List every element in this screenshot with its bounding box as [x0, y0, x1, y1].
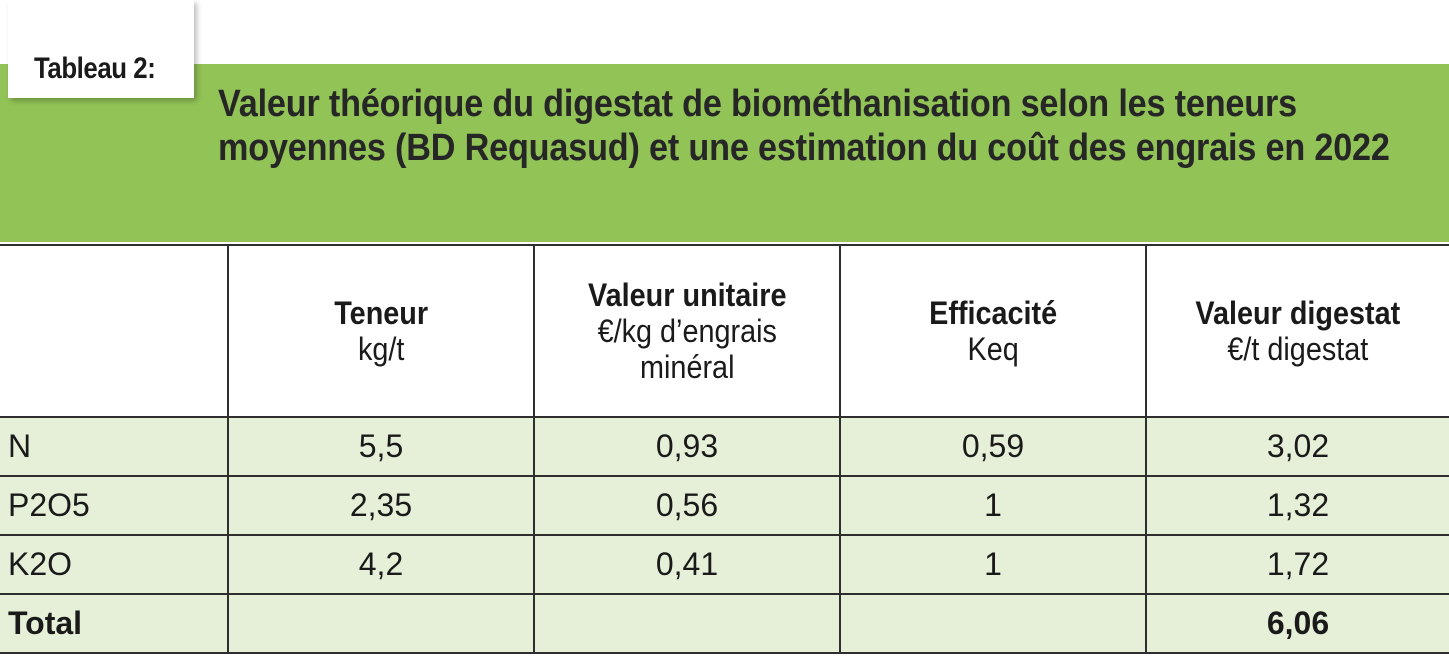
cell-efficacite: 0,59 [839, 416, 1147, 477]
data-table: Teneur kg/t Valeur unitaire €/kg d’engra… [0, 244, 1449, 654]
row-label: K2O [0, 534, 229, 595]
table-row: K2O 4,2 0,41 1 1,72 [0, 534, 1449, 595]
header-cell-teneur: Teneur kg/t [227, 244, 535, 418]
cell-valeur-digestat: 1,72 [1145, 534, 1449, 595]
total-cell-teneur [227, 593, 535, 654]
table-row: N 5,5 0,93 0,59 3,02 [0, 416, 1449, 477]
table-title: Valeur théorique du digestat de biométha… [218, 83, 1390, 169]
header-row: Teneur kg/t Valeur unitaire €/kg d’engra… [0, 244, 1449, 418]
table-row: P2O5 2,35 0,56 1 1,32 [0, 475, 1449, 536]
title-band [0, 64, 1449, 242]
header-cell-0 [0, 244, 229, 418]
table-label: Tableau 2: [34, 52, 156, 85]
total-row: Total 6,06 [0, 593, 1449, 654]
header-cell-valeur-digestat: Valeur digestat €/t digestat [1145, 244, 1449, 418]
cell-efficacite: 1 [839, 534, 1147, 595]
cell-valeur-unitaire: 0,41 [533, 534, 841, 595]
cell-valeur-digestat: 1,32 [1145, 475, 1449, 536]
total-label: Total [0, 593, 229, 654]
cell-efficacite: 1 [839, 475, 1147, 536]
cell-valeur-unitaire: 0,56 [533, 475, 841, 536]
cell-teneur: 4,2 [227, 534, 535, 595]
cell-teneur: 5,5 [227, 416, 535, 477]
header-cell-valeur-unitaire: Valeur unitaire €/kg d’engrais minéral [533, 244, 841, 418]
table-label-box: Tableau 2: [8, 0, 194, 98]
row-label: N [0, 416, 229, 477]
total-cell-valeur-digestat: 6,06 [1145, 593, 1449, 654]
cell-teneur: 2,35 [227, 475, 535, 536]
row-label: P2O5 [0, 475, 229, 536]
total-cell-valeur-unitaire [533, 593, 841, 654]
cell-valeur-digestat: 3,02 [1145, 416, 1449, 477]
cell-valeur-unitaire: 0,93 [533, 416, 841, 477]
header-cell-efficacite: Efficacité Keq [839, 244, 1147, 418]
total-cell-efficacite [839, 593, 1147, 654]
